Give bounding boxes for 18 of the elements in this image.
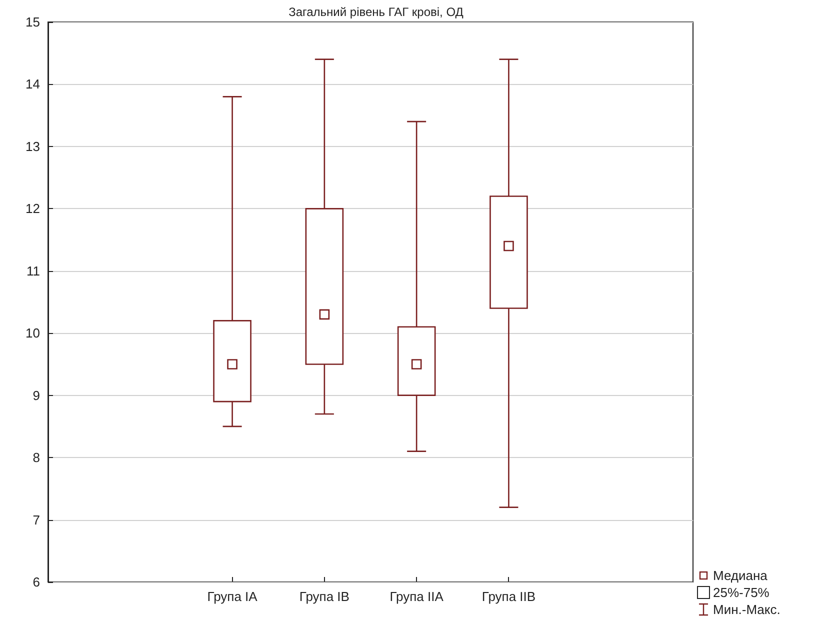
y-tick-label: 12	[26, 201, 40, 216]
x-tick-label: Група IIB	[482, 589, 536, 604]
y-tick-label: 9	[32, 388, 40, 403]
y-tick-label: 13	[26, 138, 40, 154]
y-tick-label: 6	[32, 574, 40, 590]
text: 25%-75%	[713, 584, 770, 601]
text: Мин.-Макс.	[713, 601, 780, 618]
text: Медиана	[713, 567, 768, 584]
y-tick-label: 8	[32, 450, 40, 466]
x-tick-label: Група IIA	[390, 589, 444, 604]
y-tick-label: 15	[26, 14, 40, 30]
y-tick-label: 11	[26, 263, 40, 278]
x-tick-label: Група IA	[207, 589, 258, 604]
chart-title: Загальний рівень ГАГ крові, ОД	[288, 5, 464, 19]
y-tick-label: 7	[32, 512, 40, 528]
y-tick-label: 10	[26, 326, 40, 341]
x-tick-label: Група IB	[299, 589, 350, 604]
y-tick-label: 14	[26, 76, 40, 92]
